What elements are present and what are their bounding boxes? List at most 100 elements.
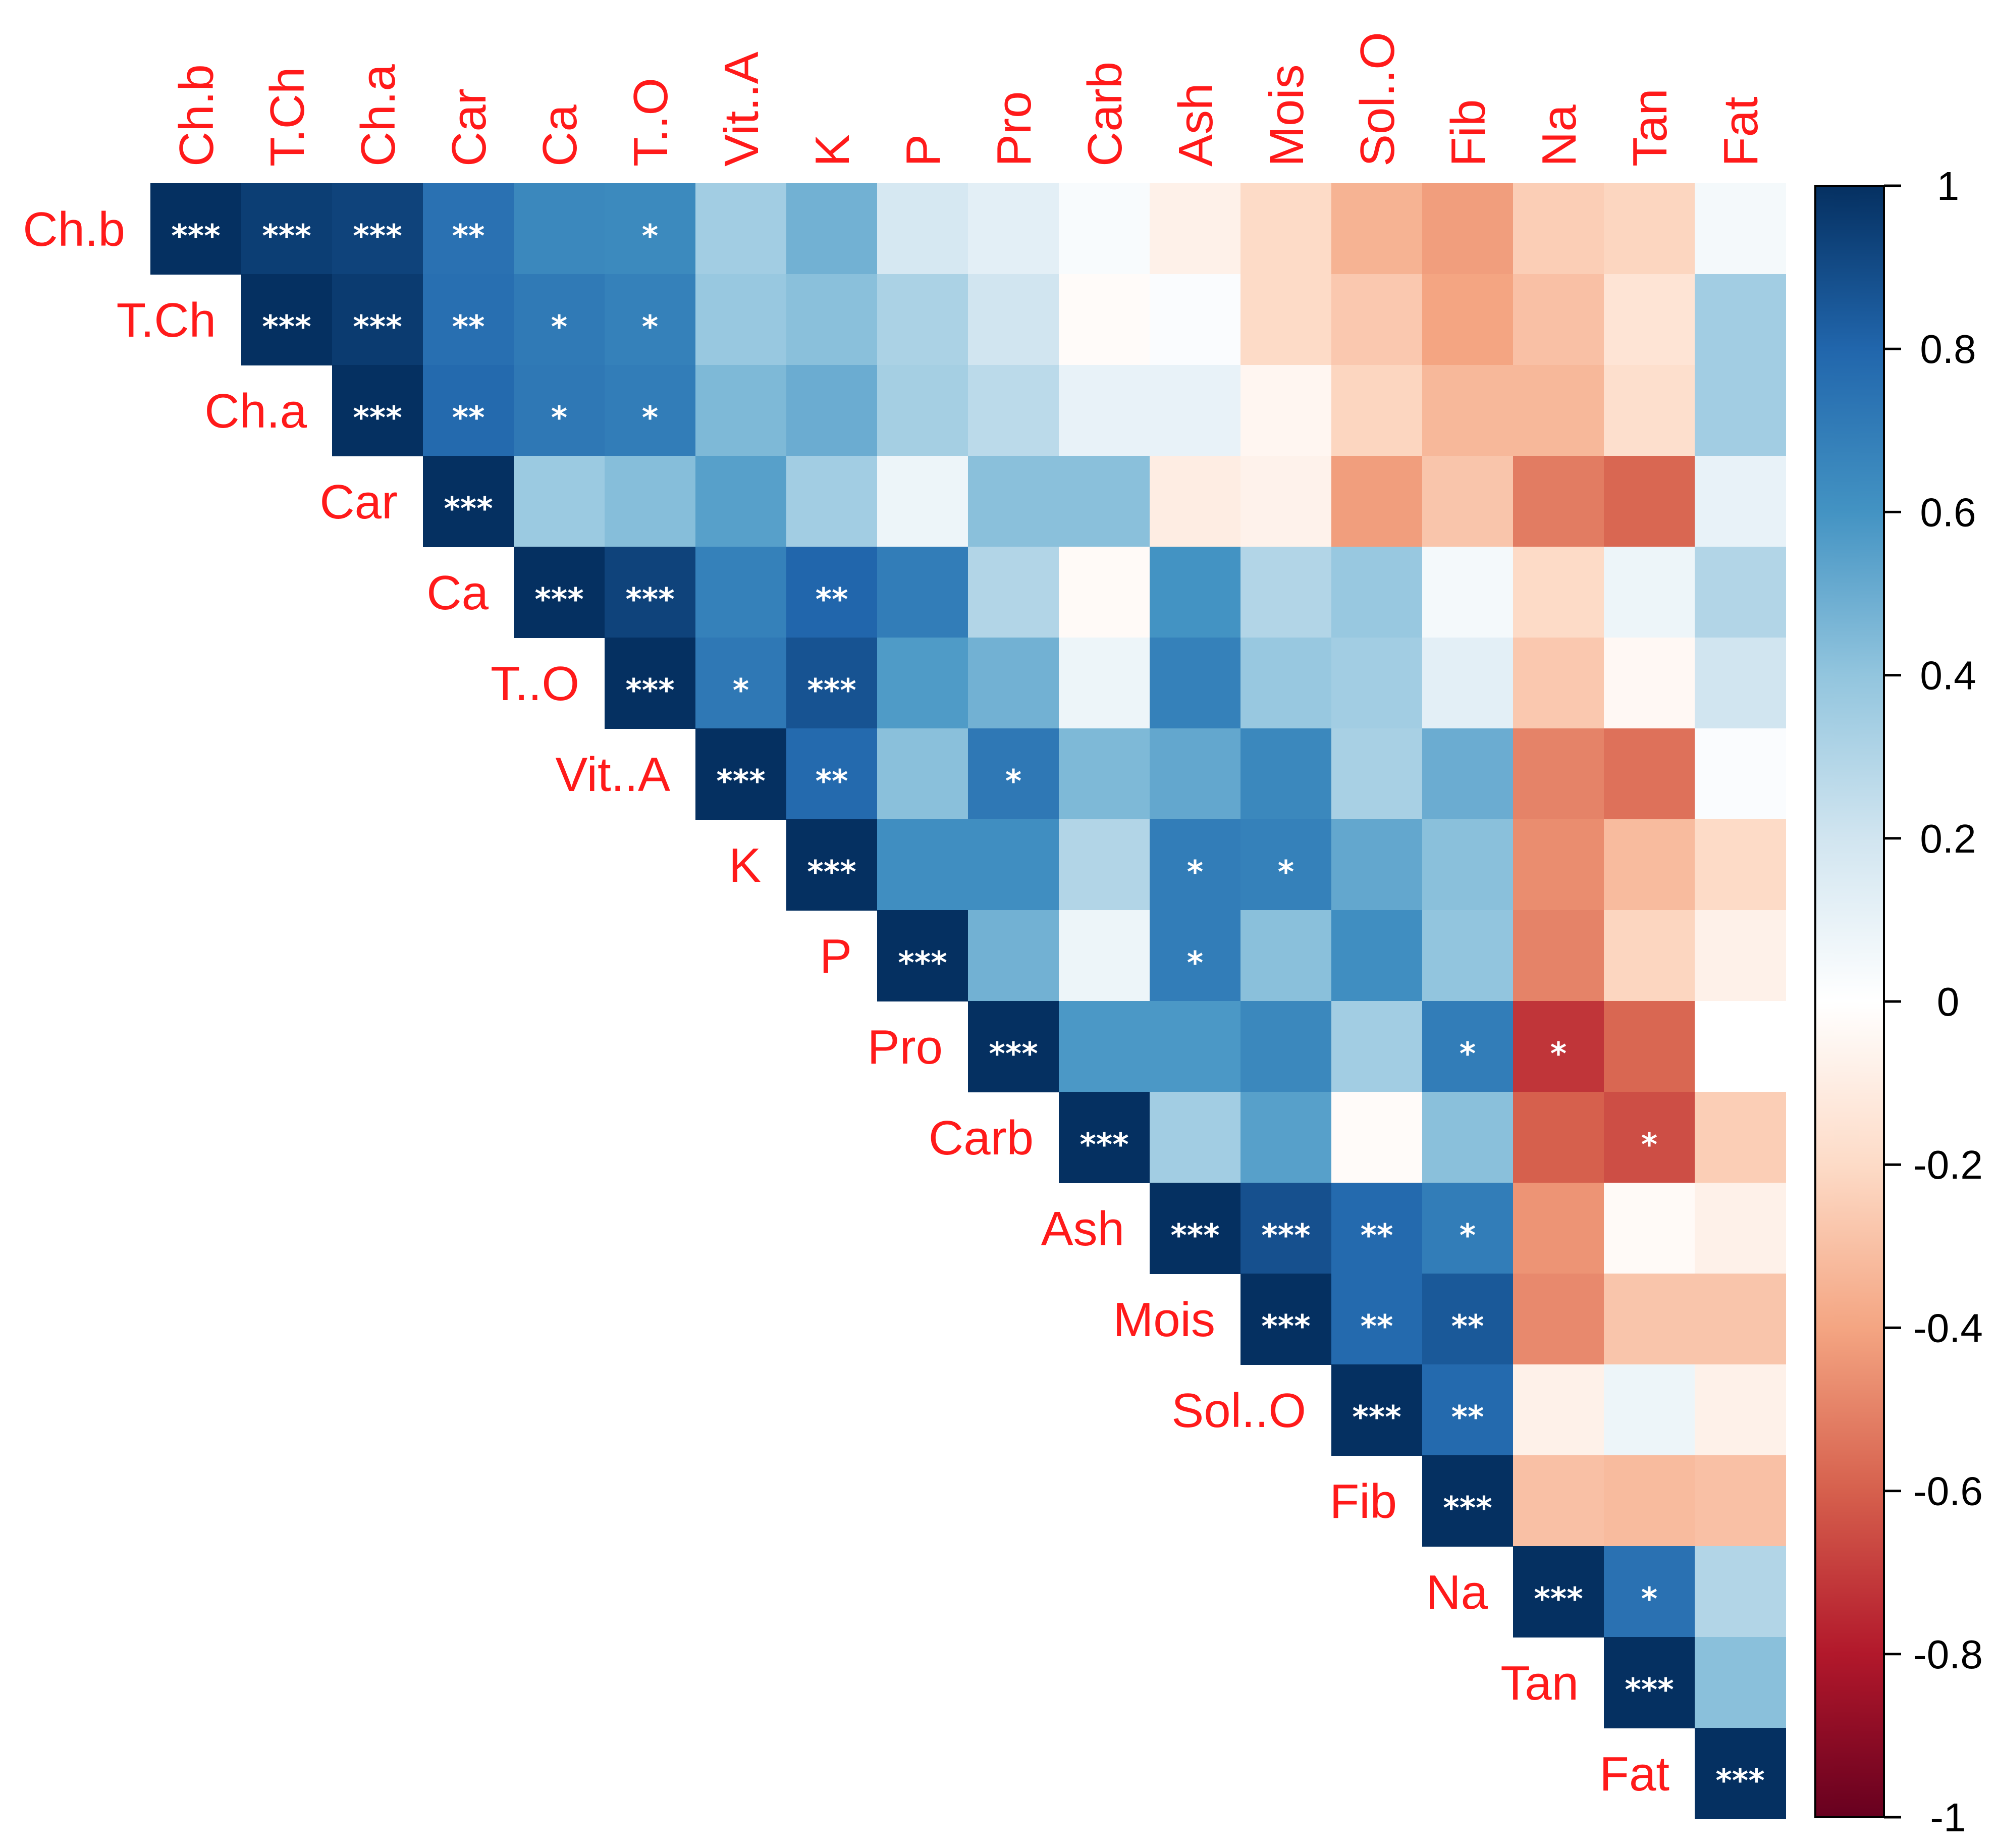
cell-P-Mois <box>1240 910 1332 1001</box>
cell-Ch.b-Carb <box>1059 183 1150 275</box>
cell-Ch.a-T..O <box>605 365 696 456</box>
cell-T.Ch-K <box>786 274 878 365</box>
cell-T..O-T..O <box>605 638 696 729</box>
significance-P-P: *** <box>898 944 947 981</box>
row-label-Ch.b: Ch.b <box>23 202 125 256</box>
row-label-Pro: Pro <box>868 1020 943 1074</box>
cell-Sol..O-Fib <box>1422 1364 1514 1456</box>
colorbar-tick-label: 0.8 <box>1920 327 1976 372</box>
colorbar-tick-label: -1 <box>1930 1795 1966 1840</box>
significance-Mois-Sol..O: ** <box>1361 1308 1393 1345</box>
cell-Car-K <box>786 456 878 547</box>
cell-Ch.b-Ash <box>1150 183 1241 275</box>
significance-Ca-T..O: *** <box>625 581 674 618</box>
significance-T.Ch-T..O: * <box>642 308 658 345</box>
cell-Ch.a-P <box>877 365 968 456</box>
cell-Sol..O-Tan <box>1604 1364 1695 1456</box>
cell-Na-Fat <box>1695 1546 1786 1638</box>
significance-Na-Na: *** <box>1534 1580 1583 1617</box>
col-label-P: P <box>896 134 950 167</box>
cell-Ash-Tan <box>1604 1183 1695 1274</box>
col-label-Ch.b: Ch.b <box>170 64 224 167</box>
cell-Ca-Pro <box>968 547 1059 638</box>
cell-Sol..O-Fat <box>1695 1364 1786 1456</box>
significance-Ch.b-T..O: * <box>642 218 658 254</box>
cell-P-P <box>877 910 968 1001</box>
cell-T.Ch-Fib <box>1422 274 1514 365</box>
cell-Car-Car <box>423 456 514 547</box>
significance-Pro-Na: * <box>1550 1035 1567 1072</box>
cell-Ch.a-Ca <box>514 365 605 456</box>
cell-Car-T..O <box>605 456 696 547</box>
row-label-Carb: Carb <box>929 1111 1034 1165</box>
colorbar-tick-label: 0.6 <box>1920 490 1976 535</box>
cell-Vit..A-Fib <box>1422 728 1514 820</box>
cell-T..O-Tan <box>1604 638 1695 729</box>
significance-Fat-Fat: *** <box>1715 1762 1764 1799</box>
col-label-Pro: Pro <box>987 91 1041 167</box>
cell-K-Pro <box>968 819 1059 911</box>
significance-Carb-Carb: *** <box>1080 1126 1128 1163</box>
significance-T.Ch-T.Ch: *** <box>262 308 311 345</box>
row-label-Ca: Ca <box>426 566 489 620</box>
cell-K-Ash <box>1150 819 1241 911</box>
cell-K-Fib <box>1422 819 1514 911</box>
significance-T.Ch-Ca: * <box>551 308 567 345</box>
cell-Pro-Ash <box>1150 1001 1241 1092</box>
row-label-T.Ch: T.Ch <box>117 293 216 347</box>
cell-Ash-Mois <box>1240 1183 1332 1274</box>
cell-Ash-Ash <box>1150 1183 1241 1274</box>
cell-Ch.b-Ch.b <box>150 183 242 275</box>
significance-Ash-Ash: *** <box>1170 1217 1219 1254</box>
cell-T..O-K <box>786 638 878 729</box>
cell-Vit..A-Sol..O <box>1331 728 1423 820</box>
cell-Ch.a-Carb <box>1059 365 1150 456</box>
cell-Ch.a-Car <box>423 365 514 456</box>
cell-Pro-Tan <box>1604 1001 1695 1092</box>
significance-Car-Car: *** <box>444 490 493 527</box>
cell-Fib-Fib <box>1422 1455 1514 1547</box>
significance-Vit..A-Pro: * <box>1005 763 1021 800</box>
column-labels: Ch.b T.Ch Ch.a Car Ca T..O Vit..A K P Pro Carb Ash M… <box>170 32 1768 167</box>
cell-K-Tan <box>1604 819 1695 911</box>
cell-Ca-Ash <box>1150 547 1241 638</box>
cell-Car-Sol..O <box>1331 456 1423 547</box>
significance-Ch.b-Ch.a: *** <box>353 218 402 254</box>
significance-Ca-K: ** <box>816 581 848 618</box>
cell-K-Mois <box>1240 819 1332 911</box>
significance-Ch.a-Car: ** <box>452 399 485 436</box>
cell-Fib-Na <box>1513 1455 1604 1547</box>
cell-P-Ash <box>1150 910 1241 1001</box>
cell-K-K <box>786 819 878 911</box>
heatmap-cells <box>150 183 1786 1819</box>
row-label-Ash: Ash <box>1041 1202 1124 1256</box>
col-label-Car: Car <box>442 88 496 167</box>
cell-K-Na <box>1513 819 1604 911</box>
significance-Sol..O-Sol..O: *** <box>1352 1399 1401 1436</box>
cell-P-Pro <box>968 910 1059 1001</box>
significance-K-Mois: * <box>1278 854 1294 890</box>
colorbar-tick-label: -0.2 <box>1913 1142 1983 1187</box>
cell-Mois-Na <box>1513 1274 1604 1365</box>
significance-T..O-Vit..A: * <box>733 672 749 709</box>
cell-Carb-Na <box>1513 1092 1604 1183</box>
significance-Vit..A-K: ** <box>816 763 848 800</box>
cell-Ash-Sol..O <box>1331 1183 1423 1274</box>
cell-Car-Na <box>1513 456 1604 547</box>
cell-Car-P <box>877 456 968 547</box>
col-label-Fib: Fib <box>1441 99 1495 167</box>
cell-Pro-Fib <box>1422 1001 1514 1092</box>
significance-Na-Tan: * <box>1641 1580 1657 1617</box>
cell-Ash-Fib <box>1422 1183 1514 1274</box>
row-label-K: K <box>729 838 761 892</box>
cell-Ch.a-Ch.a <box>332 365 423 456</box>
col-label-Ca: Ca <box>533 104 587 167</box>
row-label-Fat: Fat <box>1599 1747 1669 1801</box>
significance-Ch.a-T..O: * <box>642 399 658 436</box>
cell-T.Ch-Car <box>423 274 514 365</box>
col-label-Mois: Mois <box>1260 64 1314 167</box>
cell-Ch.b-P <box>877 183 968 275</box>
cell-Ch.b-Tan <box>1604 183 1695 275</box>
cell-T.Ch-Ca <box>514 274 605 365</box>
